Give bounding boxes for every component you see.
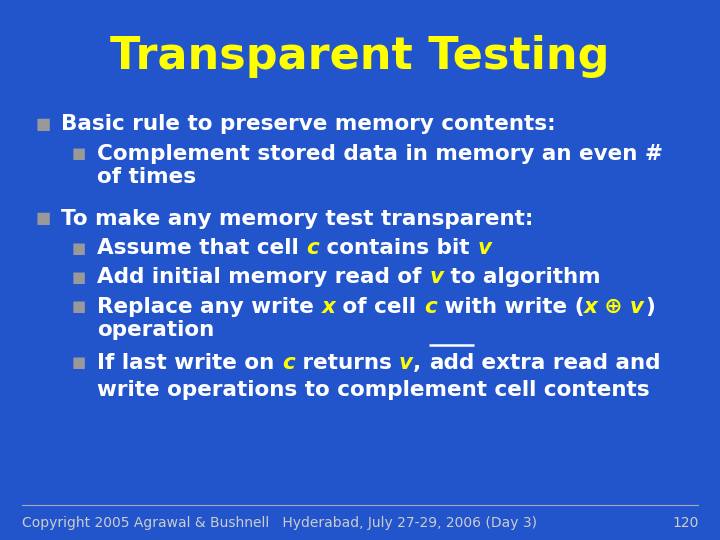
Text: extra read and: extra read and [474,353,660,373]
Text: ■: ■ [36,117,51,132]
Text: ■: ■ [72,299,86,314]
Text: contains bit: contains bit [319,238,477,259]
Text: v: v [477,238,491,259]
Text: add: add [429,353,474,373]
Text: to algorithm: to algorithm [444,267,600,287]
Text: write operations to complement cell contents: write operations to complement cell cont… [97,380,650,400]
Text: To make any memory test transparent:: To make any memory test transparent: [61,208,534,229]
Text: c: c [307,238,319,259]
Text: Transparent Testing: Transparent Testing [110,35,610,78]
Text: ■: ■ [72,241,86,256]
Text: ■: ■ [72,269,86,285]
Text: 120: 120 [672,516,698,530]
Text: Basic rule to preserve memory contents:: Basic rule to preserve memory contents: [61,114,556,134]
Text: v: v [429,267,444,287]
Text: of times: of times [97,167,197,187]
Text: Replace any write: Replace any write [97,296,322,317]
Text: Add initial memory read of: Add initial memory read of [97,267,429,287]
Text: c: c [424,296,437,317]
Text: c: c [282,353,294,373]
Text: Assume that cell: Assume that cell [97,238,307,259]
Text: ■: ■ [72,146,86,161]
Text: ■: ■ [36,211,51,226]
Text: Complement stored data in memory an even #: Complement stored data in memory an even… [97,144,663,164]
Text: of cell: of cell [336,296,424,317]
Text: operation: operation [97,320,215,340]
Text: x ⊕ v: x ⊕ v [584,296,645,317]
Text: If last write on: If last write on [97,353,282,373]
Text: with write (: with write ( [437,296,584,317]
Text: x: x [322,296,336,317]
Text: ,: , [413,353,429,373]
Text: returns: returns [294,353,399,373]
Text: ): ) [645,296,655,317]
Text: v: v [399,353,413,373]
Text: ■: ■ [72,355,86,370]
Text: Copyright 2005 Agrawal & Bushnell   Hyderabad, July 27-29, 2006 (Day 3): Copyright 2005 Agrawal & Bushnell Hydera… [22,516,536,530]
